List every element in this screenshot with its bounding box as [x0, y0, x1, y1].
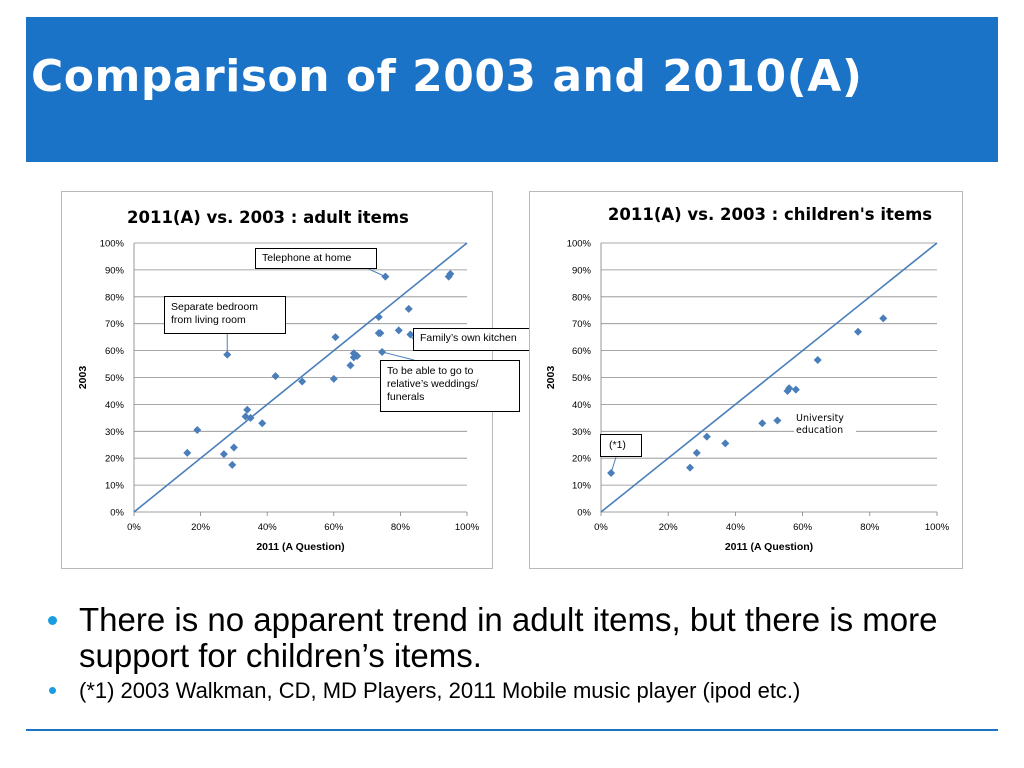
y-tick-label: 30%	[572, 427, 592, 438]
y-tick-label: 60%	[105, 346, 125, 357]
x-tick-label: 0%	[127, 522, 141, 533]
data-point	[346, 361, 355, 370]
data-point	[785, 384, 794, 393]
data-point	[223, 350, 232, 359]
callout-leader-line	[409, 334, 414, 340]
y-tick-label: 10%	[572, 481, 592, 492]
title-banner	[26, 17, 998, 162]
data-point	[686, 463, 695, 472]
kitchen-callout: Family’s own kitchen	[413, 328, 533, 351]
data-point	[394, 326, 403, 335]
callout-leader-line	[368, 268, 386, 278]
weddings-callout: To be able to go to relative’s weddings/…	[380, 360, 520, 412]
data-point	[298, 377, 307, 386]
adult-items-scatter-plot: 2011(A) vs. 2003 : adult items 0% 10% 20% 30…	[77, 208, 480, 553]
bullet-item: There is no apparent trend in adult item…	[46, 602, 986, 674]
y-tick-label: 30%	[105, 427, 125, 438]
bullet-dot-icon	[49, 687, 56, 694]
x-tick-label: 80%	[860, 522, 880, 533]
x-tick-label: 0%	[594, 522, 608, 533]
children-items-chart: 2011(A) vs. 2003 : children's items 0% 10%…	[529, 191, 963, 569]
y-axis-label: 2003	[77, 366, 89, 390]
y-tick-label: 70%	[105, 319, 125, 330]
data-point	[374, 312, 383, 321]
x-tick-label: 60%	[324, 522, 344, 533]
reference-line	[133, 242, 468, 513]
data-point	[446, 269, 455, 278]
footer-divider	[26, 729, 998, 731]
adult-items-chart: 2011(A) vs. 2003 : adult items 0% 10% 20% 30…	[61, 191, 533, 569]
data-point	[246, 413, 255, 422]
y-axis-label: 2003	[545, 366, 557, 390]
data-point	[879, 314, 888, 323]
reference-line	[600, 242, 938, 513]
x-tick-label: 40%	[726, 522, 746, 533]
y-tick-label: 10%	[105, 481, 125, 492]
callout-leader-line	[610, 456, 617, 474]
data-point	[193, 425, 202, 434]
x-axis-label: 2011 (A Question)	[256, 541, 344, 553]
data-point	[791, 385, 800, 394]
data-point	[376, 329, 385, 338]
slide-title: Comparison of 2003 and 2010(A)	[31, 51, 863, 102]
data-point	[692, 448, 701, 457]
callout-leader-line	[381, 351, 415, 361]
y-tick-label: 90%	[105, 265, 125, 276]
y-tick-label: 20%	[105, 454, 125, 465]
x-axis-label: 2011 (A Question)	[725, 541, 813, 553]
y-tick-label: 40%	[572, 400, 592, 411]
data-point	[329, 374, 338, 383]
children-items-scatter-plot: 2011(A) vs. 2003 : children's items 0% 10%…	[545, 205, 950, 553]
data-point	[353, 351, 362, 360]
y-tick-label: 50%	[105, 373, 125, 384]
x-tick-label: 20%	[191, 522, 211, 533]
y-tick-label: 100%	[567, 239, 592, 250]
y-tick-label: 0%	[577, 508, 591, 519]
data-point	[813, 356, 822, 365]
data-point	[331, 333, 340, 342]
y-tick-label: 90%	[572, 265, 592, 276]
chart-title: 2011(A) vs. 2003 : children's items	[608, 205, 932, 224]
data-point	[721, 439, 730, 448]
x-tick-label: 100%	[925, 522, 950, 533]
data-point	[702, 432, 711, 441]
y-tick-label: 80%	[105, 292, 125, 303]
telephone-callout: Telephone at home	[255, 248, 377, 269]
data-point	[228, 460, 237, 469]
y-tick-label: 100%	[100, 239, 125, 250]
x-tick-label: 20%	[659, 522, 679, 533]
x-tick-label: 100%	[455, 522, 480, 533]
y-tick-label: 20%	[572, 454, 592, 465]
data-point	[183, 448, 192, 457]
y-tick-label: 50%	[572, 373, 592, 384]
data-point	[219, 450, 228, 459]
data-point	[258, 419, 267, 428]
data-point	[243, 405, 252, 414]
y-tick-label: 80%	[572, 292, 592, 303]
bullet-list: There is no apparent trend in adult item…	[46, 602, 986, 705]
y-tick-label: 40%	[105, 400, 125, 411]
y-tick-label: 0%	[110, 508, 124, 519]
data-point	[229, 443, 238, 452]
data-point	[271, 372, 280, 381]
university-callout: University education	[794, 412, 856, 438]
bullet-text: There is no apparent trend in adult item…	[79, 601, 938, 674]
chart-title: 2011(A) vs. 2003 : adult items	[127, 208, 409, 227]
bedroom-callout: Separate bedroom from living room	[164, 296, 286, 334]
data-point	[758, 419, 767, 428]
note-1-callout: (*1)	[600, 434, 642, 457]
x-tick-label: 60%	[793, 522, 813, 533]
bullet-dot-icon	[48, 616, 57, 625]
bullet-item: (*1) 2003 Walkman, CD, MD Players, 2011 …	[46, 677, 986, 705]
x-tick-label: 80%	[391, 522, 411, 533]
data-point	[404, 304, 413, 313]
bullet-text: (*1) 2003 Walkman, CD, MD Players, 2011 …	[79, 678, 801, 703]
data-point	[773, 416, 782, 425]
y-tick-label: 60%	[572, 346, 592, 357]
data-point	[854, 327, 863, 336]
x-tick-label: 40%	[258, 522, 278, 533]
y-tick-label: 70%	[572, 319, 592, 330]
